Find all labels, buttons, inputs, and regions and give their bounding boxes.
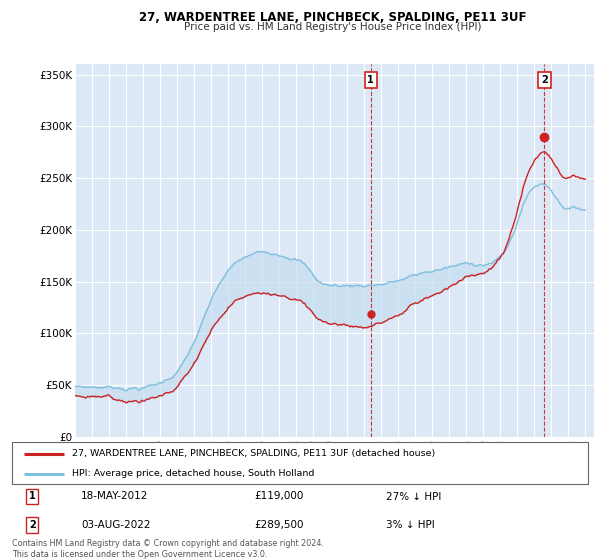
Text: 27, WARDENTREE LANE, PINCHBECK, SPALDING, PE11 3UF: 27, WARDENTREE LANE, PINCHBECK, SPALDING… <box>139 11 527 24</box>
Text: 2: 2 <box>541 75 548 85</box>
Text: HPI: Average price, detached house, South Holland: HPI: Average price, detached house, Sout… <box>73 469 315 478</box>
Text: Price paid vs. HM Land Registry's House Price Index (HPI): Price paid vs. HM Land Registry's House … <box>184 22 482 32</box>
Text: 3% ↓ HPI: 3% ↓ HPI <box>386 520 435 530</box>
Text: 27% ↓ HPI: 27% ↓ HPI <box>386 492 442 502</box>
Text: 27, WARDENTREE LANE, PINCHBECK, SPALDING, PE11 3UF (detached house): 27, WARDENTREE LANE, PINCHBECK, SPALDING… <box>73 449 436 458</box>
Text: £119,000: £119,000 <box>254 492 303 502</box>
Text: 1: 1 <box>29 492 35 502</box>
FancyBboxPatch shape <box>12 442 588 484</box>
Text: 03-AUG-2022: 03-AUG-2022 <box>81 520 151 530</box>
Text: 1: 1 <box>367 75 374 85</box>
Text: 2: 2 <box>29 520 35 530</box>
Text: 18-MAY-2012: 18-MAY-2012 <box>81 492 148 502</box>
Text: £289,500: £289,500 <box>254 520 304 530</box>
Text: Contains HM Land Registry data © Crown copyright and database right 2024.
This d: Contains HM Land Registry data © Crown c… <box>12 539 324 559</box>
